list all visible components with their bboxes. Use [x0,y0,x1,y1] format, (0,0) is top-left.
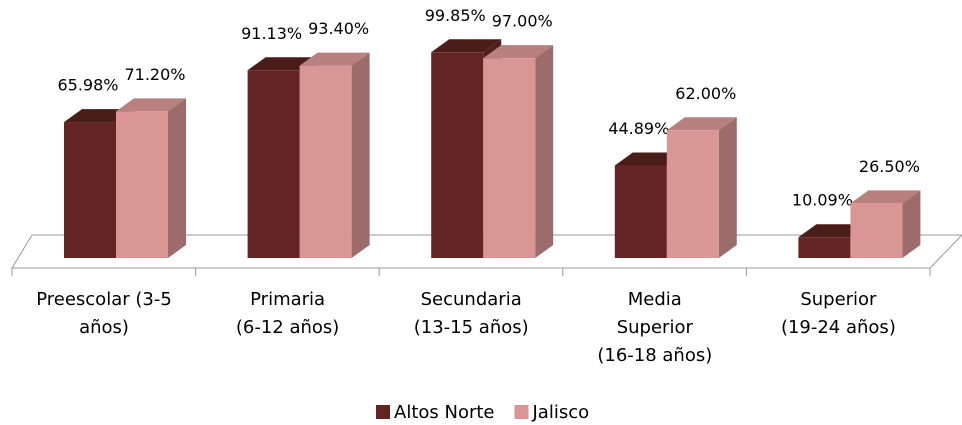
bar [850,203,903,258]
data-label: 93.40% [308,19,369,38]
legend-label: Jalisco [532,402,590,423]
bar-top [850,190,921,204]
bar-side [535,45,554,259]
bar [299,65,352,258]
bar [666,130,719,258]
bar [431,52,484,259]
bar [116,111,168,258]
bar-top [666,117,737,131]
data-label: 91.13% [241,24,302,43]
bar-top [116,98,186,112]
bar-top [483,45,554,59]
data-label: 44.89% [608,119,669,138]
x-tick-label: Media Superior (16-18 años) [597,289,713,366]
data-label: 65.98% [57,76,118,95]
data-label: 62.00% [675,84,736,103]
data-label: 26.50% [859,157,920,176]
bar-top [299,52,370,66]
legend-swatch [514,405,529,419]
data-label: 99.85% [425,6,486,25]
bar-side [902,190,921,258]
bar-side [168,98,186,258]
data-label: 97.00% [492,12,553,31]
legend-label: Altos Norte [394,402,495,423]
bar [483,58,536,259]
x-tick-label: Preescolar (3-5 años) [36,289,172,338]
x-tick-label: Secundaria (13-15 años) [413,289,529,338]
legend-swatch [376,405,390,419]
bar [64,122,116,258]
x-tick-label: Primaria (6-12 años) [235,289,340,338]
bar [247,70,300,258]
bar-side [351,52,370,258]
bar-side [718,117,737,258]
x-tick-label: Superior (19-24 años) [780,289,896,338]
bar-top [431,39,502,53]
data-label: 10.09% [792,191,853,210]
bar [614,165,667,258]
data-label: 71.20% [124,65,185,84]
bar [798,237,851,258]
